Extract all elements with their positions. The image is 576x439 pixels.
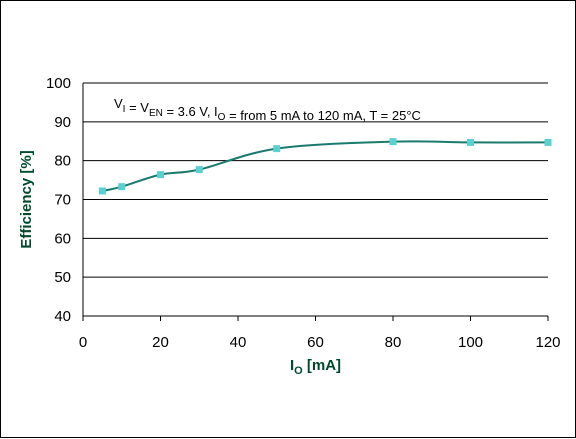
x-tick-label: 80	[385, 334, 402, 351]
data-point	[118, 183, 126, 191]
data-point	[467, 138, 474, 146]
grid-lines	[83, 82, 548, 317]
y-tick-label: 60	[54, 230, 71, 247]
data-point	[273, 145, 281, 153]
series-group	[98, 138, 552, 195]
y-tick-label: 80	[54, 153, 71, 170]
x-tick-label: 0	[79, 334, 87, 351]
y-tick-label: 40	[54, 308, 71, 325]
data-point	[157, 171, 164, 179]
data-point	[389, 138, 397, 146]
x-tick-label: 60	[307, 334, 324, 351]
chart-annotation: VI = VEN = 3.6 V, IO = from 5 mA to 120 …	[114, 96, 421, 123]
y-tick-label: 50	[54, 269, 71, 286]
series-line	[102, 140, 549, 192]
x-tick-label: 100	[458, 334, 483, 351]
data-point	[195, 166, 203, 174]
y-tick-label: 100	[46, 75, 71, 92]
y-axis-title: Efficiency [%]	[18, 150, 35, 248]
y-tick-labels: 40 50 60 70 80 90 100	[46, 75, 71, 325]
x-tick-label: 120	[535, 334, 560, 351]
x-tick-labels: 0 20 40 60 80 100 120	[79, 316, 561, 351]
data-point	[98, 187, 106, 195]
x-axis-title: IO [mA]	[290, 357, 341, 377]
axes	[82, 83, 548, 317]
x-tick-label: 20	[152, 334, 169, 351]
y-tick-label: 90	[54, 114, 71, 131]
x-tick-label: 40	[230, 334, 247, 351]
data-point	[544, 138, 552, 146]
y-tick-label: 70	[54, 192, 71, 209]
